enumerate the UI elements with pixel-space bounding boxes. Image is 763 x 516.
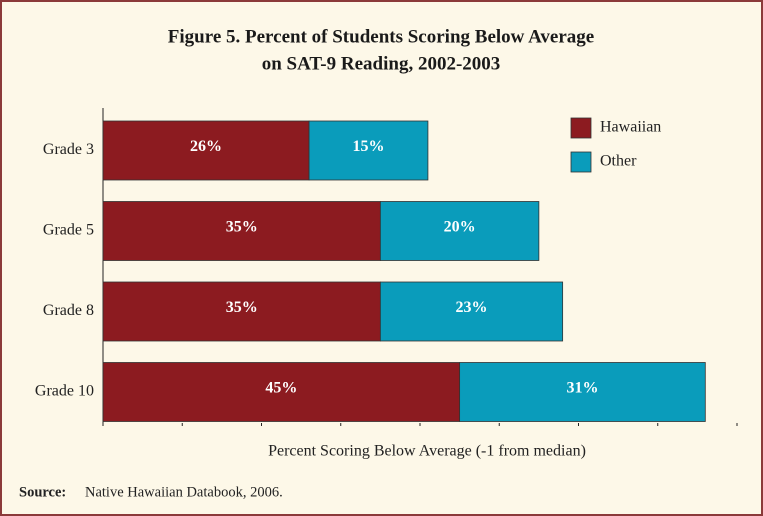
chart-title: on SAT-9 Reading, 2002-2003: [262, 53, 501, 74]
data-label: 15%: [352, 138, 384, 155]
legend-label: Other: [600, 153, 637, 170]
source: Native Hawaiian Databook, 2006.: [85, 484, 283, 500]
bar-segment: [102, 120, 310, 181]
y-tick-label: Grade 3: [43, 141, 94, 158]
y-tick-label: Grade 5: [43, 222, 94, 239]
data-label: 45%: [265, 380, 297, 397]
bar-segment: [459, 362, 706, 422]
source-label: Source:: [19, 484, 66, 500]
chart-title: Figure 5. Percent of Students Scoring Be…: [168, 26, 594, 47]
data-label: 23%: [456, 299, 488, 316]
bar-segment: [379, 281, 564, 342]
bar-segment: [102, 281, 381, 342]
bar-segment: [102, 362, 461, 422]
legend-swatch: [570, 151, 592, 173]
y-tick-label: Grade 8: [43, 302, 94, 319]
bar-segment: [379, 201, 540, 261]
legend-label: Hawaiian: [600, 119, 661, 136]
bar-segment: [102, 201, 381, 261]
legend-swatch: [570, 117, 592, 139]
x-axis-label: Percent Scoring Below Average (-1 from m…: [268, 443, 586, 460]
data-label: 31%: [566, 380, 598, 397]
data-label: 35%: [226, 299, 258, 316]
bar-segment: [308, 120, 429, 181]
y-tick-label: Grade 10: [35, 383, 94, 400]
data-label: 26%: [190, 138, 222, 155]
data-label: 20%: [444, 219, 476, 236]
data-label: 35%: [226, 219, 258, 236]
